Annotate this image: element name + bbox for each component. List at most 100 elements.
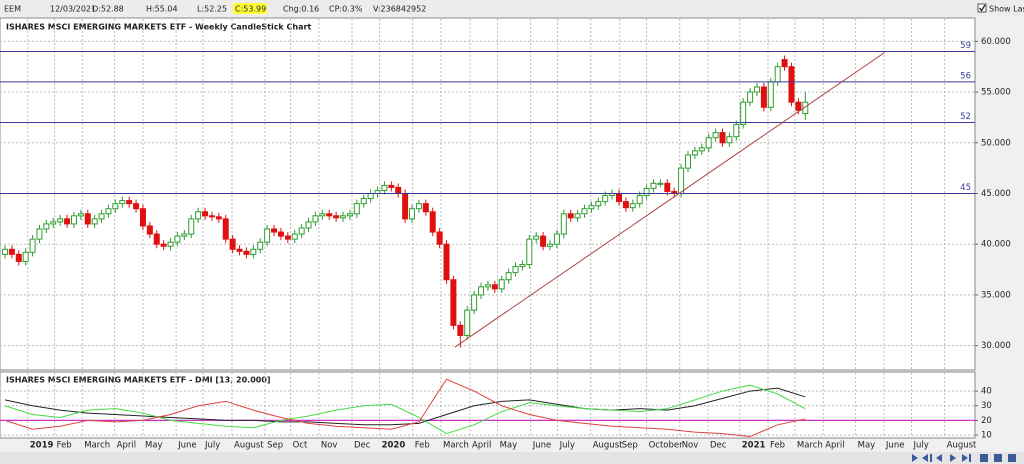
candle-body <box>519 264 526 268</box>
candle-body <box>77 213 84 217</box>
open: O:52.88 <box>92 5 124 14</box>
candle-body <box>333 215 340 219</box>
nav-button[interactable] <box>962 454 971 462</box>
low: L:52.25 <box>197 5 227 14</box>
x-tick-label: August <box>593 441 623 451</box>
candle-body <box>50 221 57 225</box>
y-tick-label: 10 <box>981 431 992 441</box>
level-label: 59 <box>960 41 971 51</box>
candle-body <box>312 215 319 223</box>
candle-body <box>381 184 388 191</box>
candle-body <box>760 86 767 108</box>
candle-body <box>553 233 560 245</box>
x-tick-label: March <box>797 441 823 451</box>
candle-body <box>402 192 409 220</box>
dmi-title: ISHARES MSCI EMERGING MARKETS ETF - DMI … <box>6 376 271 385</box>
candle-body <box>491 284 498 290</box>
candle-body <box>229 238 236 250</box>
candle-body <box>119 200 126 205</box>
x-tick-label: May <box>145 441 163 451</box>
show-last-checkbox[interactable] <box>977 3 987 13</box>
candle-body <box>284 235 291 240</box>
nav-button[interactable] <box>994 454 1002 462</box>
candle-body <box>581 208 588 215</box>
nav-button[interactable] <box>922 454 932 462</box>
scroll-bar[interactable] <box>0 452 1024 464</box>
nav-buttons[interactable] <box>912 454 1016 462</box>
candle-body <box>208 215 215 218</box>
candle-body <box>395 186 402 194</box>
x-tick-label: Feb <box>770 441 785 451</box>
candle-body <box>574 213 581 219</box>
candle-body <box>257 241 264 250</box>
level-label: 52 <box>960 112 971 122</box>
candle-body <box>484 284 491 288</box>
nav-button[interactable] <box>980 454 988 462</box>
x-tick-label: August <box>234 441 264 451</box>
candle-body <box>471 294 478 311</box>
candle-body <box>271 228 278 233</box>
candle-body <box>650 182 657 189</box>
x-tick-label: May <box>858 441 876 451</box>
x-tick-label: April <box>117 441 136 451</box>
candle-body <box>64 218 71 225</box>
candle-body <box>422 203 429 213</box>
candle-body <box>657 182 664 185</box>
show-last-label[interactable]: Show Last <box>989 5 1024 14</box>
candle-body <box>615 192 622 203</box>
x-tick-label: Dec <box>354 441 371 451</box>
x-tick-label: June <box>885 441 905 451</box>
candle-body <box>505 272 512 281</box>
candle-body <box>57 218 64 223</box>
y-tick-label: 40.000 <box>981 240 1011 250</box>
candle-body <box>795 101 802 111</box>
x-tick-label: October <box>649 441 684 451</box>
x-tick-label: 2019 <box>30 441 54 451</box>
candle-body <box>126 200 133 205</box>
y-tick-label: 50.000 <box>981 138 1011 148</box>
nav-button[interactable] <box>1008 454 1016 462</box>
candle-body <box>636 195 643 205</box>
candle-body <box>91 218 98 225</box>
x-tick-label: 2021 <box>742 441 766 451</box>
candle-body <box>70 215 77 225</box>
candle-body <box>29 238 36 253</box>
candle-body <box>305 221 312 229</box>
candle-body <box>319 213 326 217</box>
candle-body <box>643 187 650 197</box>
trend-line <box>454 52 885 348</box>
candle-body <box>747 91 754 103</box>
candle-body <box>705 137 712 149</box>
candle-body <box>478 286 485 296</box>
close: C:53.99 <box>235 5 266 14</box>
nav-button[interactable] <box>912 454 918 462</box>
close-highlight <box>233 3 267 14</box>
x-tick-label: March <box>84 441 110 451</box>
candle-body <box>215 216 222 220</box>
dmi-line <box>4 378 806 438</box>
candle-body <box>146 225 153 235</box>
candle-body <box>340 215 347 219</box>
candle-body <box>250 248 257 255</box>
candle-body <box>767 81 774 108</box>
nav-button[interactable] <box>950 454 956 462</box>
candle-body <box>298 227 305 235</box>
y-tick-label: 40 <box>981 387 992 397</box>
nav-button[interactable] <box>936 454 942 462</box>
candle-body <box>629 203 636 209</box>
x-tick-label: Sep <box>267 441 283 451</box>
candle-body <box>540 235 547 247</box>
x-tick-label: May <box>500 441 518 451</box>
candle-body <box>409 208 416 220</box>
x-tick-label: 2020 <box>382 441 406 451</box>
check-mark <box>978 4 986 12</box>
candle-body <box>243 250 250 255</box>
x-tick-label: April <box>825 441 844 451</box>
candle-body <box>22 251 29 262</box>
candle-body <box>560 213 567 235</box>
candle-body <box>726 136 733 144</box>
date: 12/03/2021 <box>50 5 96 14</box>
x-tick-label: Nov <box>321 441 338 451</box>
candle-body <box>98 213 105 220</box>
change: Chg:0.16 <box>283 5 319 14</box>
